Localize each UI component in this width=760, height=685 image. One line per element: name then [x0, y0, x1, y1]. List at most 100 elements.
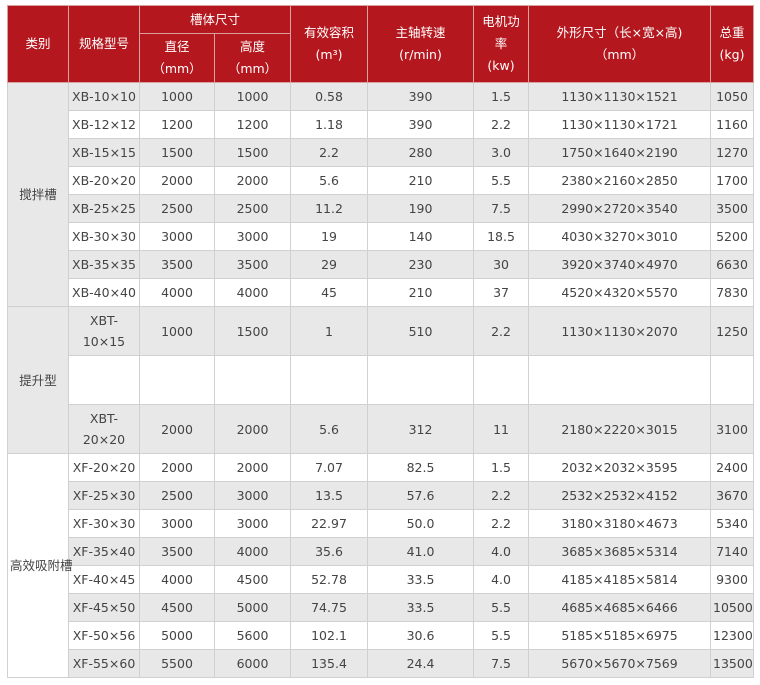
- weight-cell: 1700: [710, 166, 755, 195]
- volume-cell: 74.75: [290, 593, 369, 622]
- volume-cell: 13.5: [290, 481, 369, 510]
- category-cell: 搅拌槽: [7, 82, 69, 307]
- diameter-cell: 3500: [139, 250, 215, 279]
- volume-cell: 52.78: [290, 565, 369, 594]
- dims-cell: 2380×2160×2850: [528, 166, 712, 195]
- dims-cell: 2032×2032×3595: [528, 453, 712, 482]
- power-label-2: 率: [494, 36, 508, 51]
- speed-cell: 190: [367, 194, 475, 223]
- speed-cell: 24.4: [367, 649, 475, 678]
- diameter-cell: 2000: [139, 166, 215, 195]
- dims-cell: 4685×4685×6466: [528, 593, 712, 622]
- height-cell: 3000: [213, 509, 292, 538]
- diameter-cell: 3000: [139, 509, 215, 538]
- dims-cell: 4520×4320×5570: [528, 278, 712, 307]
- weight-cell: 13500: [710, 649, 755, 678]
- speed-cell: 82.5: [367, 453, 475, 482]
- model-cell: XF-30×30: [68, 509, 140, 538]
- table-row: 高效吸附槽 XF-20×20 2000 2000 7.07 82.5 1.5 2032×203…: [7, 453, 755, 678]
- model-cell: XB-15×15: [68, 138, 140, 167]
- power-cell: 5.5: [473, 593, 530, 622]
- volume-cell: 0.58: [290, 82, 369, 111]
- table-row: XF-25×30 2500 3000 13.5 57.6 2.2 2532×2532×415…: [8, 481, 755, 510]
- diameter-cell: 3500: [139, 537, 215, 566]
- table-row: XF-55×60 5500 6000 135.4 24.4 7.5 5670×5670×75…: [8, 649, 755, 678]
- power-cell: 4.0: [473, 537, 530, 566]
- table-row: XB-20×20 2000 2000 5.6 210 5.5 2380×2160×2850 1…: [8, 166, 755, 195]
- speed-unit: (r/min): [399, 47, 442, 62]
- power-cell: 37: [473, 278, 530, 307]
- model-name: XBT-20×20: [82, 411, 126, 447]
- model-cell: XB-10×10: [68, 82, 140, 111]
- header-category: 类别: [7, 5, 69, 83]
- speed-label: 主轴转速: [395, 25, 446, 40]
- volume-cell: [290, 355, 369, 405]
- dims-cell: 1130×1130×1721: [528, 110, 712, 139]
- model-cell: XB-30×30: [68, 222, 140, 251]
- height-cell: 4000: [213, 537, 292, 566]
- dims-cell: 5185×5185×6975: [528, 621, 712, 650]
- power-cell: [473, 355, 530, 405]
- volume-cell: 135.4: [290, 649, 369, 678]
- dims-cell: 2990×2720×3540: [528, 194, 712, 223]
- model-cell: [68, 355, 140, 405]
- model-cell: XF-25×30: [68, 481, 140, 510]
- model-cell: XB-20×20: [68, 166, 140, 195]
- weight-cell: 7830: [710, 278, 755, 307]
- weight-cell: 3100: [710, 404, 755, 454]
- dims-label: 外形尺寸（长×宽×高): [556, 25, 683, 40]
- header-dims: 外形尺寸（长×宽×高) （mm）: [528, 5, 712, 83]
- height-cell: 2000: [213, 404, 292, 454]
- diameter-cell: 5500: [139, 649, 215, 678]
- speed-cell: 510: [367, 306, 475, 356]
- header-power: 电机功率 (kw): [473, 5, 530, 83]
- table-row: XF-30×30 3000 3000 22.97 50.0 2.2 3180×3180×46…: [8, 509, 755, 538]
- diameter-cell: 1000: [139, 82, 215, 111]
- volume-cell: 45: [290, 278, 369, 307]
- weight-cell: 10500: [710, 593, 755, 622]
- diameter-cell: 2000: [139, 404, 215, 454]
- weight-cell: 6630: [710, 250, 755, 279]
- dims-cell: 3180×3180×4673: [528, 509, 712, 538]
- weight-cell: 1050: [710, 82, 755, 111]
- model-cell: XF-50×56: [68, 621, 140, 650]
- speed-cell: 312: [367, 404, 475, 454]
- power-cell: 5.5: [473, 166, 530, 195]
- speed-cell: [367, 355, 475, 405]
- power-cell: 1.5: [473, 453, 530, 482]
- dims-cell: 1130×1130×1521: [528, 82, 712, 111]
- speed-cell: 210: [367, 166, 475, 195]
- height-label: 高度: [240, 39, 266, 54]
- height-cell: 1500: [213, 306, 292, 356]
- height-cell: 4000: [213, 278, 292, 307]
- dims-cell: 4030×3270×3010: [528, 222, 712, 251]
- diameter-cell: 2500: [139, 481, 215, 510]
- speed-cell: 33.5: [367, 565, 475, 594]
- height-cell: 5000: [213, 593, 292, 622]
- table-row: 搅拌槽 XB-10×10 1000 1000 0.58 390 1.5 1130×1130×1…: [7, 82, 755, 307]
- dims-cell: 1130×1130×2070: [528, 306, 712, 356]
- table-row: XF-35×40 3500 4000 35.6 41.0 4.0 3685×3685×531…: [8, 537, 755, 566]
- speed-cell: 390: [367, 110, 475, 139]
- speed-cell: 50.0: [367, 509, 475, 538]
- power-unit: (kw): [487, 58, 515, 73]
- model-cell: XB-25×25: [68, 194, 140, 223]
- weight-cell: 1270: [710, 138, 755, 167]
- table-header: 类别 规格型号 槽体尺寸 有效容积 (m³) 主轴转速 (r/min) 电机功率 (k…: [7, 5, 755, 83]
- weight-cell: 1160: [710, 110, 755, 139]
- volume-cell: 102.1: [290, 621, 369, 650]
- volume-cell: 2.2: [290, 138, 369, 167]
- weight-cell: 12300: [710, 621, 755, 650]
- header-height: 高度 （mm）: [213, 33, 292, 83]
- category-cell: 提升型: [7, 306, 69, 454]
- diameter-cell: 4000: [139, 565, 215, 594]
- model-cell: XB-35×35: [68, 250, 140, 279]
- diameter-cell: 3000: [139, 222, 215, 251]
- height-cell: 1500: [213, 138, 292, 167]
- dims-cell: 4185×4185×5814: [528, 565, 712, 594]
- table-body: 搅拌槽 XB-10×10 1000 1000 0.58 390 1.5 1130×1130×1…: [7, 82, 755, 678]
- height-cell: 2000: [213, 166, 292, 195]
- model-cell: XB-12×12: [68, 110, 140, 139]
- power-cell: 18.5: [473, 222, 530, 251]
- volume-cell: 5.6: [290, 404, 369, 454]
